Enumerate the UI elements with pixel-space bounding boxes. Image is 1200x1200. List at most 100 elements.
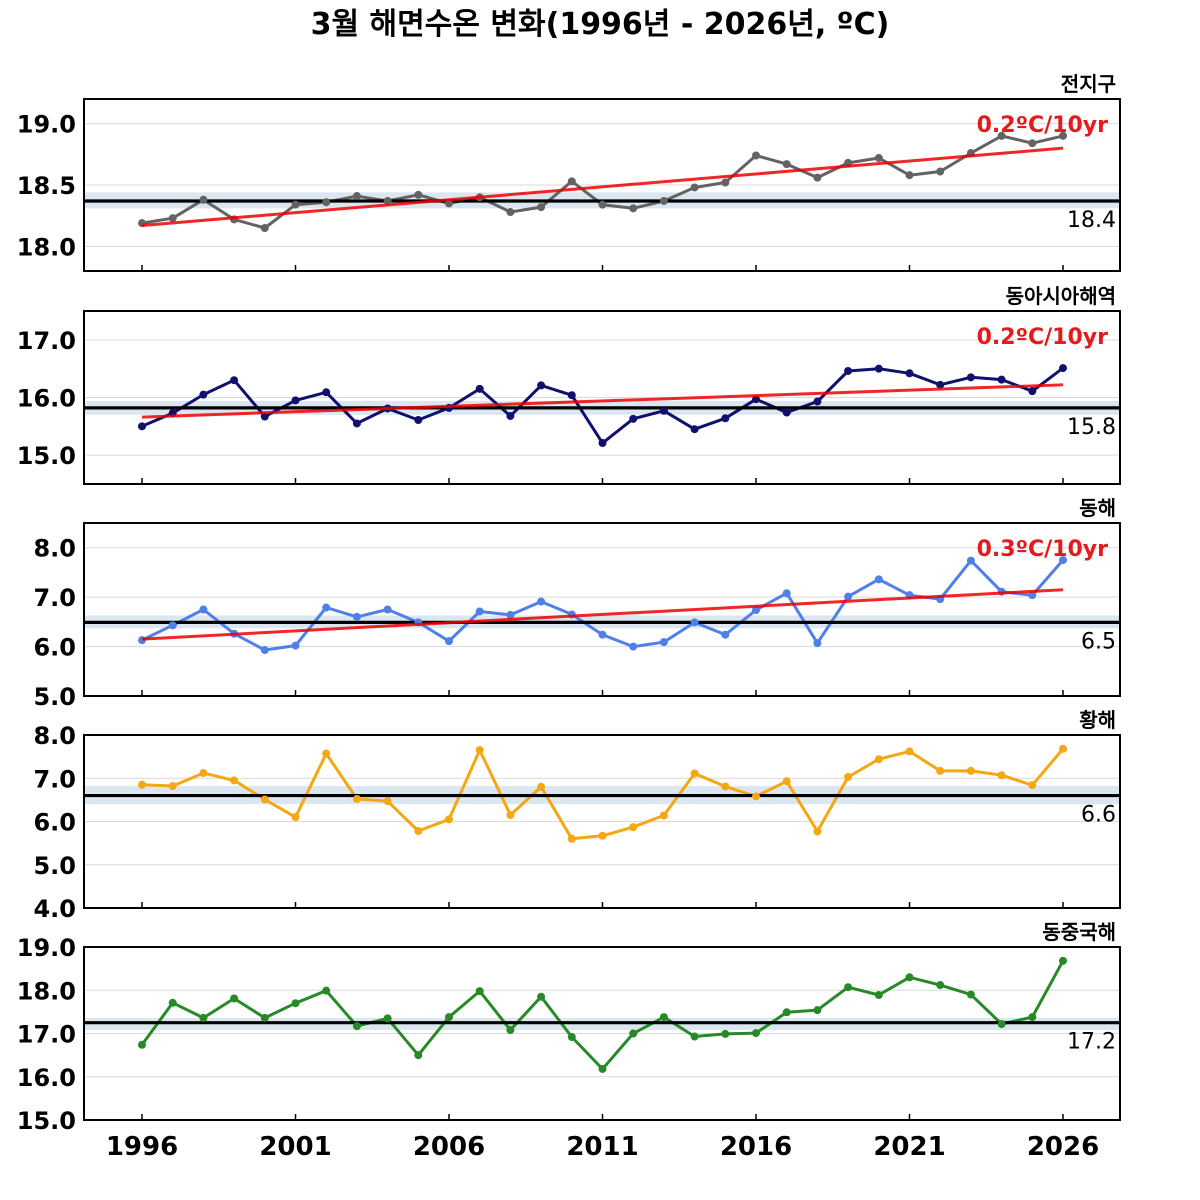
panel-1: 18.0 18.5 19.0 0.2ºC/10yr 18.4 전지구 bbox=[17, 72, 1121, 272]
trend-line bbox=[141, 146, 1064, 228]
data-point bbox=[322, 749, 331, 758]
series-line bbox=[140, 960, 1065, 1071]
data-point bbox=[383, 1014, 392, 1023]
mean-value-label: 6.6 bbox=[1081, 803, 1116, 828]
panel-5: 15.0 16.0 17.0 18.0 19.0 17.2 동중국해 bbox=[17, 920, 1121, 1135]
data-point bbox=[168, 782, 177, 791]
panel-3: 5.0 6.0 7.0 8.0 0.3ºC/10yr 6.5 동해 bbox=[33, 496, 1121, 711]
y-tick-label: 16.0 bbox=[17, 1064, 76, 1092]
data-point bbox=[752, 605, 760, 614]
data-point bbox=[844, 592, 853, 601]
mean-value-label: 17.2 bbox=[1067, 1030, 1116, 1055]
data-point bbox=[138, 1040, 146, 1049]
data-point bbox=[260, 795, 269, 804]
data-point bbox=[598, 1064, 607, 1073]
panel-frame bbox=[83, 310, 1121, 485]
data-point bbox=[905, 171, 914, 180]
data-point bbox=[260, 224, 269, 232]
data-point bbox=[874, 755, 883, 764]
data-point bbox=[537, 203, 546, 212]
data-point bbox=[813, 173, 822, 182]
panel-title: 전지구 bbox=[1061, 72, 1116, 96]
data-point bbox=[414, 415, 423, 424]
data-point bbox=[506, 208, 515, 217]
data-point bbox=[936, 380, 945, 389]
data-point bbox=[1059, 131, 1067, 140]
trend-label: 0.2ºC/10yr bbox=[977, 113, 1109, 138]
data-point bbox=[445, 815, 453, 824]
data-point bbox=[874, 991, 883, 1000]
data-point bbox=[813, 827, 822, 836]
y-tick-label: 7.0 bbox=[33, 765, 76, 793]
data-point bbox=[475, 987, 484, 996]
data-point bbox=[291, 200, 300, 209]
data-point bbox=[721, 178, 730, 187]
data-point bbox=[506, 1026, 515, 1035]
mean-value-label: 18.4 bbox=[1067, 208, 1116, 233]
data-point bbox=[537, 992, 546, 1001]
data-point bbox=[629, 642, 638, 651]
data-point bbox=[752, 151, 760, 160]
data-point bbox=[1028, 781, 1037, 790]
data-point bbox=[230, 994, 239, 1003]
data-point bbox=[138, 780, 146, 789]
data-point bbox=[352, 419, 361, 428]
data-point bbox=[997, 771, 1006, 780]
y-tick-label: 17.0 bbox=[17, 327, 76, 355]
data-point bbox=[567, 1032, 576, 1041]
data-point bbox=[782, 160, 791, 169]
chart-panels: 18.0 18.5 19.0 0.2ºC/10yr 18.4 전지구 15.0 16.0 17.… bbox=[17, 72, 1121, 1135]
data-point bbox=[752, 792, 760, 801]
data-point bbox=[690, 425, 699, 434]
data-point bbox=[1028, 139, 1037, 148]
data-point bbox=[506, 411, 515, 420]
panel-4: 4.0 5.0 6.0 7.0 8.0 6.6 황해 bbox=[33, 708, 1121, 923]
panel-frame bbox=[83, 734, 1121, 909]
data-point bbox=[874, 575, 883, 584]
y-tick-label: 18.5 bbox=[17, 172, 76, 200]
panel-frame bbox=[83, 98, 1121, 272]
data-point bbox=[659, 196, 668, 205]
data-point bbox=[445, 1013, 453, 1022]
data-point bbox=[966, 766, 975, 775]
data-point bbox=[352, 192, 361, 201]
data-point bbox=[659, 638, 668, 647]
data-point bbox=[813, 397, 822, 406]
data-point bbox=[659, 406, 668, 415]
data-point bbox=[598, 200, 607, 209]
y-tick-label: 7.0 bbox=[33, 584, 76, 612]
data-point bbox=[475, 607, 484, 616]
data-point bbox=[721, 782, 730, 791]
data-point bbox=[352, 612, 361, 621]
data-point bbox=[629, 204, 638, 213]
data-point bbox=[844, 983, 853, 992]
panel-2: 15.0 16.0 17.0 0.2ºC/10yr 15.8 동아시아해역 bbox=[17, 284, 1121, 485]
data-point bbox=[813, 1006, 822, 1015]
data-point bbox=[383, 605, 392, 614]
y-tick-label: 18.0 bbox=[17, 233, 76, 261]
data-point bbox=[1059, 364, 1067, 373]
data-point bbox=[291, 396, 300, 405]
data-point bbox=[537, 597, 546, 606]
data-point bbox=[997, 131, 1006, 140]
data-point bbox=[782, 777, 791, 786]
data-point bbox=[168, 998, 177, 1007]
data-point bbox=[199, 1013, 208, 1022]
mean-value-label: 15.8 bbox=[1067, 415, 1116, 440]
data-point bbox=[168, 214, 177, 223]
trend-label: 0.3ºC/10yr bbox=[977, 537, 1109, 562]
data-point bbox=[1059, 744, 1067, 753]
data-point bbox=[721, 630, 730, 639]
trend-line bbox=[141, 383, 1064, 419]
data-point bbox=[752, 395, 760, 404]
y-tick-label: 6.0 bbox=[33, 809, 76, 837]
y-tick-label: 5.0 bbox=[33, 683, 76, 711]
data-point bbox=[598, 630, 607, 639]
data-point bbox=[936, 167, 945, 176]
data-point bbox=[445, 637, 453, 646]
data-point bbox=[230, 376, 239, 385]
data-point bbox=[230, 776, 239, 785]
data-point bbox=[168, 621, 177, 630]
y-tick-label: 8.0 bbox=[33, 722, 76, 750]
